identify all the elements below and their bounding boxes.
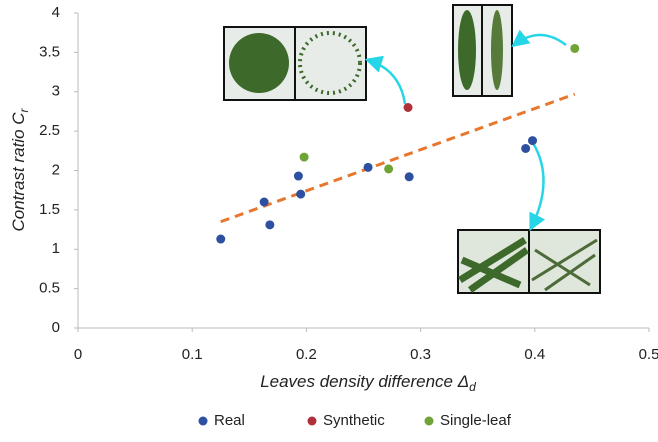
trendline — [221, 94, 575, 222]
y-tick-label: 2.5 — [39, 122, 60, 139]
legend-label: Synthetic — [323, 412, 385, 429]
point — [528, 136, 537, 145]
inset-plant — [458, 10, 476, 90]
y-axis-label: Contrast ratio Cr — [9, 107, 31, 231]
insets — [224, 5, 600, 293]
y-tick-label: 2 — [52, 161, 60, 178]
inset-plant — [229, 33, 289, 93]
y-tick-label: 1 — [52, 240, 60, 257]
x-tick-label: 0.5 — [639, 346, 658, 363]
x-tick-label: 0.2 — [296, 346, 317, 363]
point — [404, 103, 413, 112]
point — [521, 144, 530, 153]
x-axis-label-text: Leaves density difference Δ — [260, 372, 469, 391]
point — [364, 163, 373, 172]
point — [384, 164, 393, 173]
legend-label: Single-leaf — [440, 412, 512, 429]
legend-marker — [308, 417, 317, 426]
y-tick-label: 3 — [52, 83, 60, 100]
legend-marker — [199, 417, 208, 426]
point — [216, 235, 225, 244]
point — [296, 190, 305, 199]
arrow — [514, 35, 566, 45]
y-tick-label: 0 — [52, 319, 60, 336]
y-tick-label: 0.5 — [39, 280, 60, 297]
legend-marker — [425, 417, 434, 426]
x-tick-label: 0.1 — [182, 346, 203, 363]
point — [300, 153, 309, 162]
point — [570, 44, 579, 53]
chart: 0 0.5 1 1.5 2 2.5 3 3.5 4 0 0.1 0.2 0.3 0.4 0.5 Real Syn… — [0, 0, 658, 437]
x-tick-label: 0.4 — [524, 346, 545, 363]
x-tick-label: 0.3 — [410, 346, 431, 363]
y-tick-label: 1.5 — [39, 201, 60, 218]
point — [265, 220, 274, 229]
arrow — [531, 143, 544, 228]
point — [260, 198, 269, 207]
legend-label: Real — [214, 412, 245, 429]
y-tick-label: 4 — [52, 4, 60, 21]
x-tick-label: 0 — [74, 346, 82, 363]
y-axis-label-sub: r — [17, 107, 31, 112]
x-axis-label-sub: d — [469, 380, 476, 394]
point — [405, 172, 414, 181]
x-axis-label: Leaves density difference Δd — [260, 372, 476, 394]
point — [294, 172, 303, 181]
y-tick-label: 3.5 — [39, 43, 60, 60]
inset-plant — [491, 10, 503, 90]
arrow — [368, 60, 405, 104]
y-axis-label-text: Contrast ratio C — [9, 112, 28, 232]
